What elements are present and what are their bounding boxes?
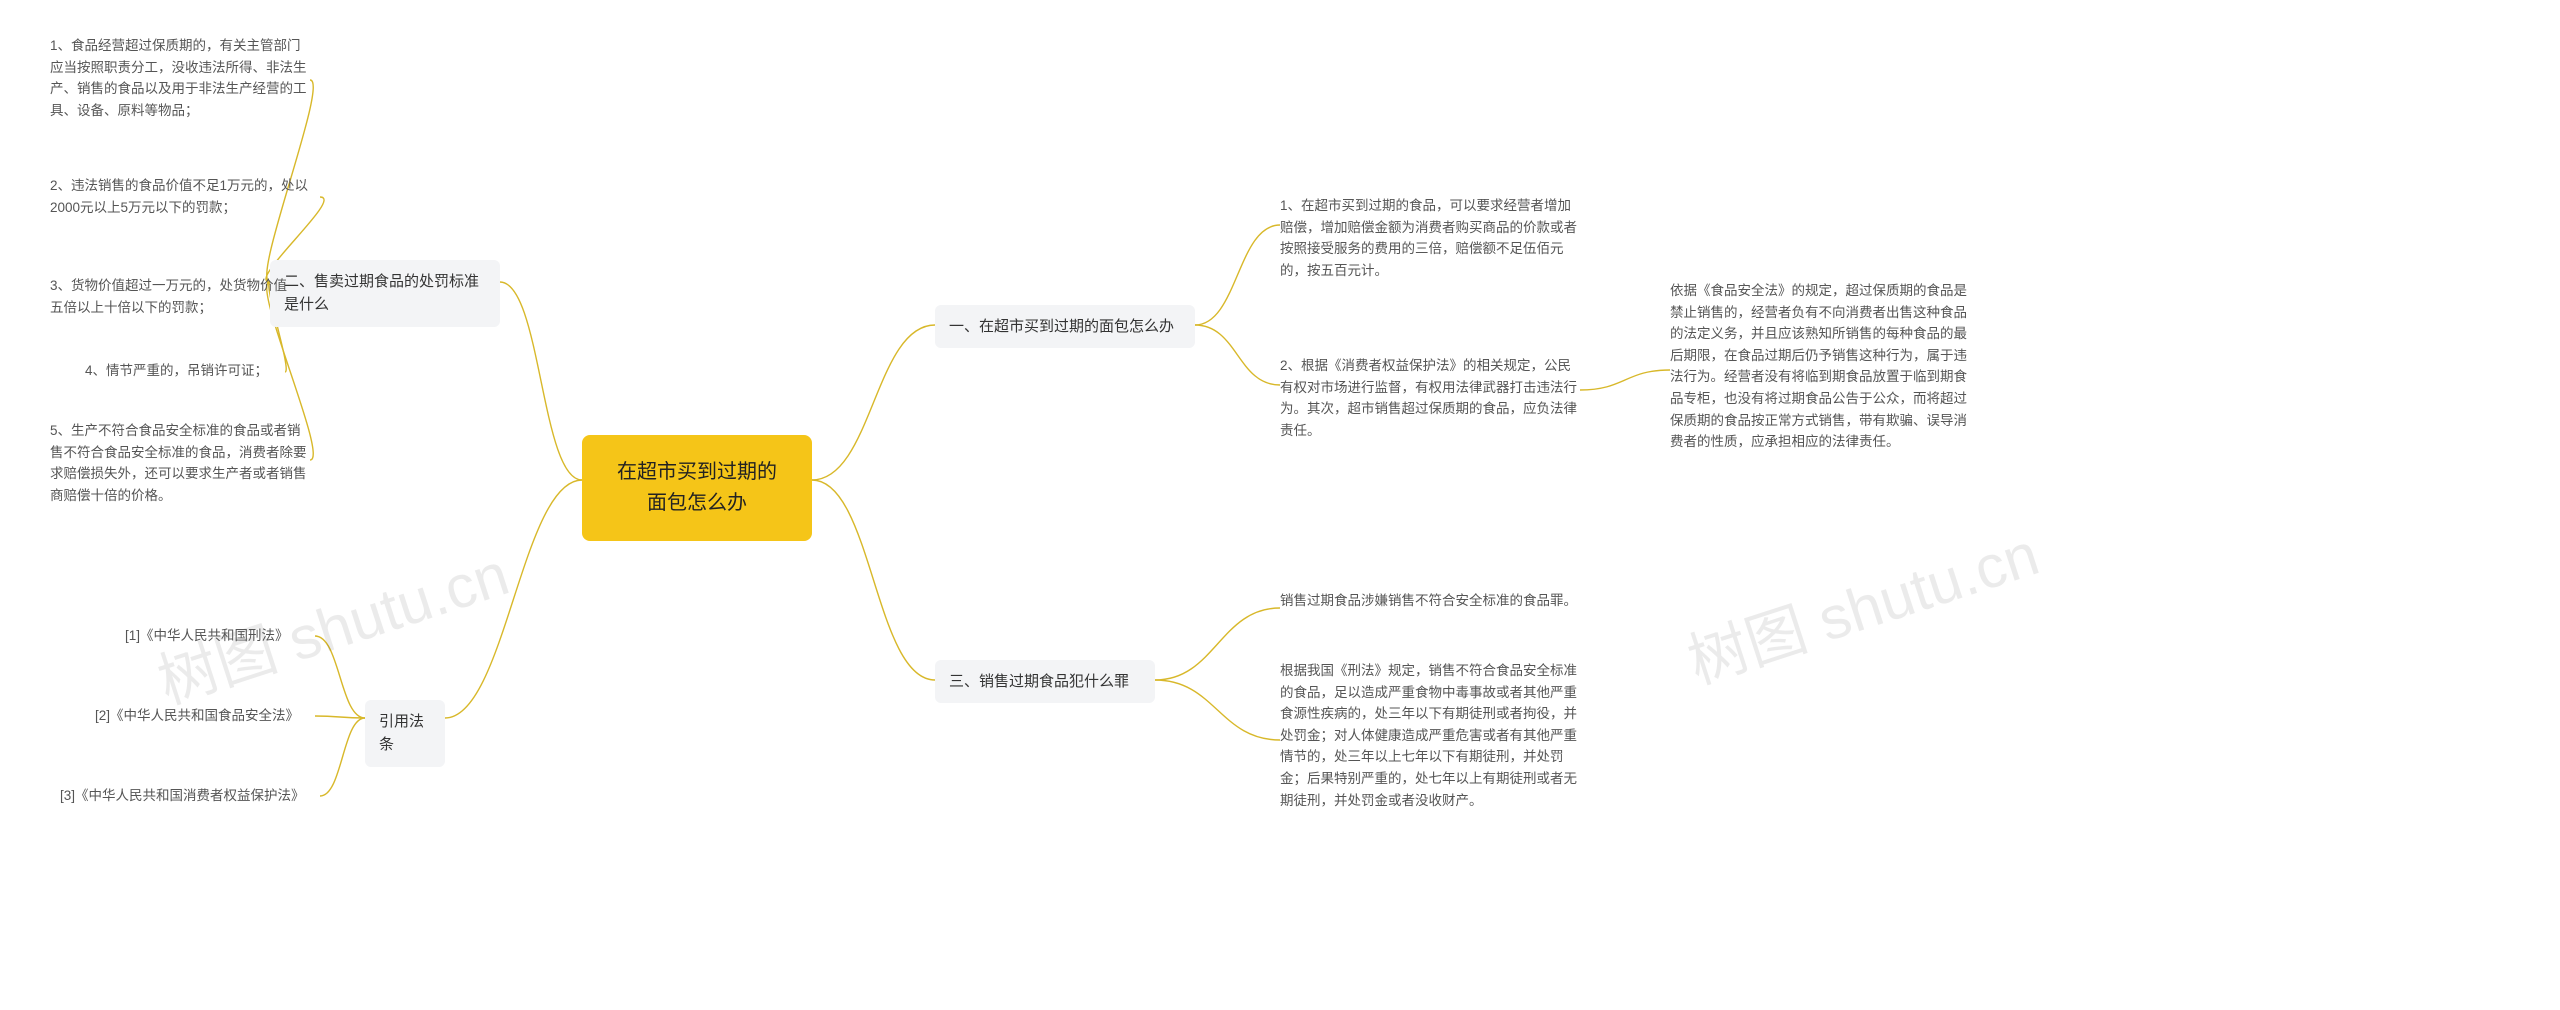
leaf-l2c: [3]《中华人民共和国消费者权益保护法》 xyxy=(60,785,320,807)
leaf-r2b: 根据我国《刑法》规定，销售不符合食品安全标准的食品，足以造成严重食物中毒事故或者… xyxy=(1280,660,1590,811)
leaf-r2a: 销售过期食品涉嫌销售不符合安全标准的食品罪。 xyxy=(1280,590,1580,612)
branch-left-1[interactable]: 二、售卖过期食品的处罚标准是什么 xyxy=(270,260,500,327)
watermark-1: 树图 shutu.cn xyxy=(145,526,518,721)
leaf-l1a: 1、食品经营超过保质期的，有关主管部门应当按照职责分工，没收违法所得、非法生产、… xyxy=(50,35,310,121)
leaf-l2b: [2]《中华人民共和国食品安全法》 xyxy=(95,705,315,727)
branch-right-2[interactable]: 三、销售过期食品犯什么罪 xyxy=(935,660,1155,703)
connectors-layer xyxy=(0,0,2560,1010)
watermark-2: 树图 shutu.cn xyxy=(1675,506,2048,701)
root-node[interactable]: 在超市买到过期的面包怎么办 xyxy=(582,435,812,541)
leaf-r1b1: 依据《食品安全法》的规定，超过保质期的食品是禁止销售的，经营者负有不向消费者出售… xyxy=(1670,280,1980,453)
branch-left-2[interactable]: 引用法条 xyxy=(365,700,445,767)
leaf-l1e: 5、生产不符合食品安全标准的食品或者销售不符合食品安全标准的食品，消费者除要求赔… xyxy=(50,420,310,506)
leaf-l1b: 2、违法销售的食品价值不足1万元的，处以2000元以上5万元以下的罚款； xyxy=(50,175,320,218)
leaf-l1c: 3、货物价值超过一万元的，处货物价值五倍以上十倍以下的罚款； xyxy=(50,275,300,318)
leaf-r1a: 1、在超市买到过期的食品，可以要求经营者增加赔偿，增加赔偿金额为消费者购买商品的… xyxy=(1280,195,1580,281)
branch-right-1[interactable]: 一、在超市买到过期的面包怎么办 xyxy=(935,305,1195,348)
leaf-l2a: [1]《中华人民共和国刑法》 xyxy=(125,625,315,647)
leaf-l1d: 4、情节严重的，吊销许可证； xyxy=(85,360,285,382)
leaf-r1b: 2、根据《消费者权益保护法》的相关规定，公民有权对市场进行监督，有权用法律武器打… xyxy=(1280,355,1580,441)
